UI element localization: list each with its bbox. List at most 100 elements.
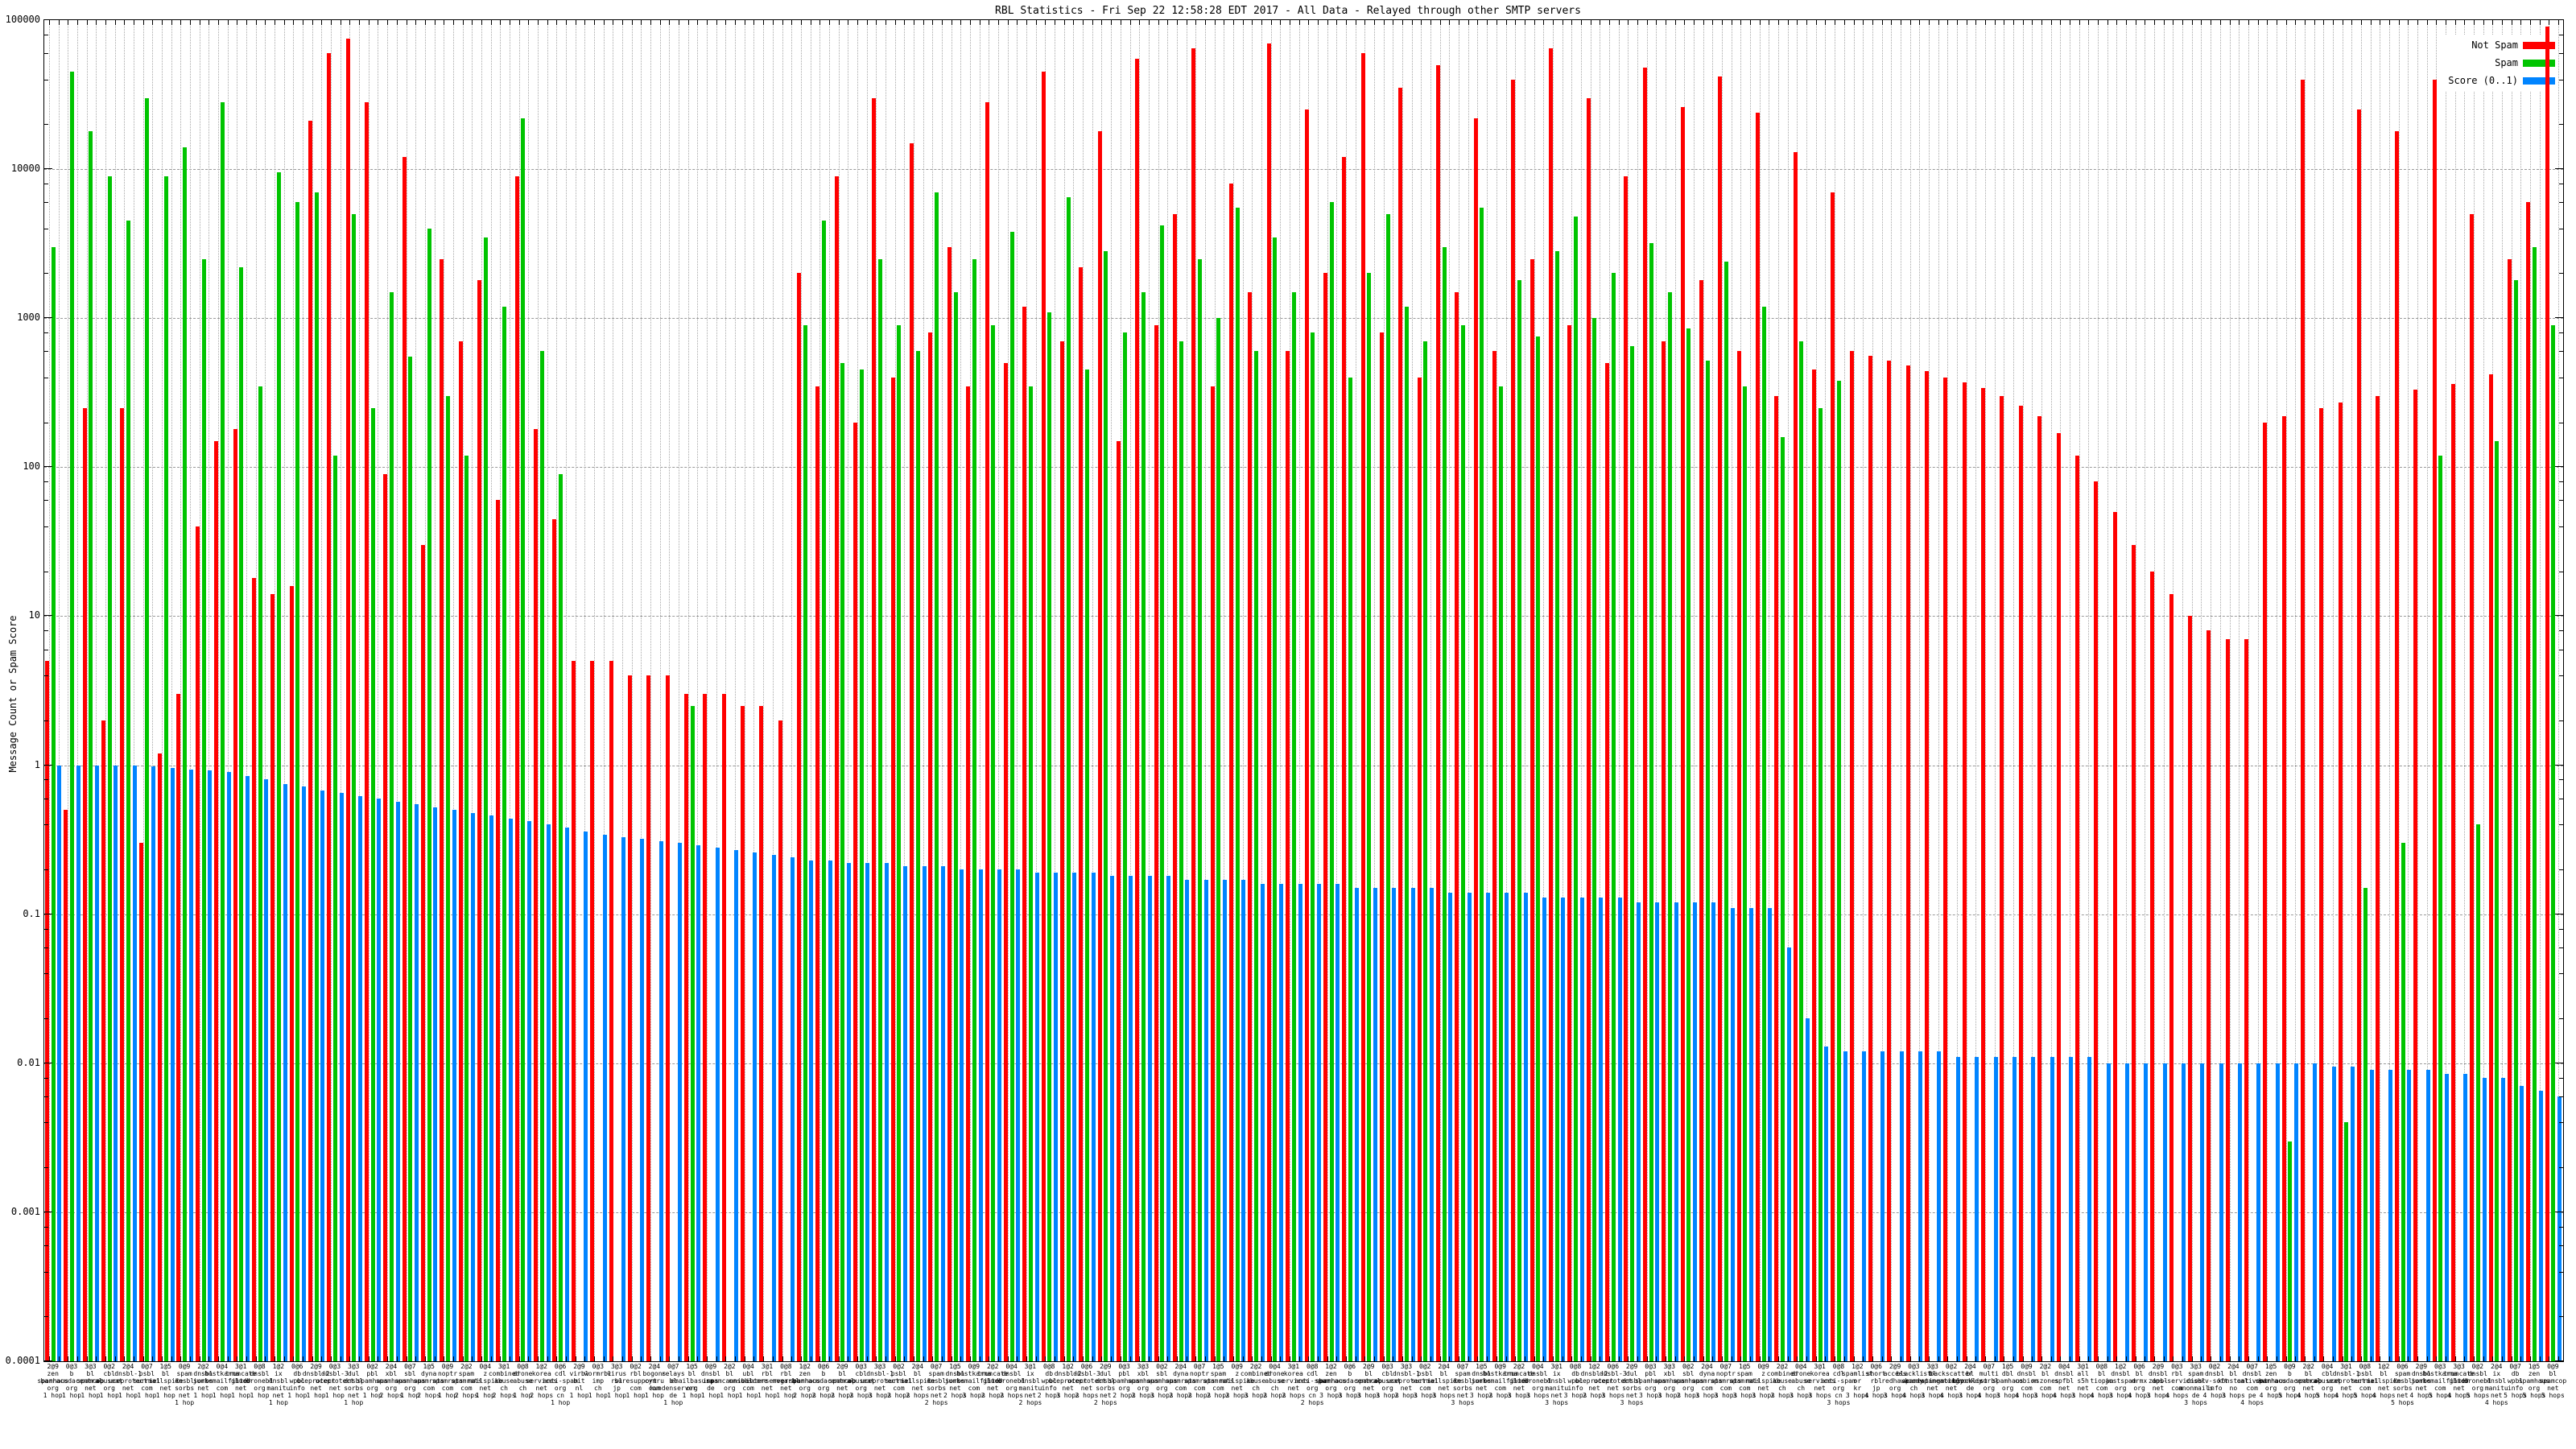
- x-category-label: 2@9 bl spamcop net 3 hops: [1355, 1363, 1383, 1399]
- bar-score: [2313, 1063, 2318, 1361]
- x-category-label: 1@2 korea services net 2 hops: [526, 1363, 558, 1399]
- x-tick: [1534, 20, 1535, 25]
- bar-spam: [1649, 242, 1653, 1361]
- gridline-vertical: [1608, 20, 1610, 1361]
- x-tick: [2370, 20, 2372, 25]
- x-category-label: 0@6 db wpbl info 1 hop: [287, 1363, 308, 1399]
- x-tick: [1956, 1356, 1958, 1361]
- bar-score: [1975, 1057, 1979, 1361]
- gridline-vertical: [800, 20, 802, 1361]
- bar-score: [170, 767, 175, 1361]
- x-tick: [687, 20, 689, 25]
- gridline-vertical: [1806, 20, 1808, 1361]
- x-tick: [1148, 20, 1150, 25]
- bar-score: [76, 765, 80, 1361]
- x-tick: [1740, 20, 1742, 25]
- x-tick: [2389, 20, 2390, 25]
- bar-spam: [314, 192, 319, 1361]
- x-category-label: 1@2 dnsbl justspam org 3 hops: [2104, 1363, 2136, 1399]
- x-category-label: 2@4 xbl spamhaus org 2 hops: [375, 1363, 407, 1399]
- gridline-vertical: [1204, 20, 1206, 1361]
- bar-not-spam: [1962, 382, 1967, 1361]
- bar-not-spam: [1360, 53, 1365, 1361]
- bar-score: [1542, 897, 1547, 1361]
- bar-score: [2200, 1063, 2205, 1361]
- bar-score: [2425, 1070, 2430, 1361]
- x-tick: [923, 20, 924, 25]
- y-major-tick: [44, 466, 52, 468]
- bar-spam: [1761, 306, 1766, 1361]
- y-minor-tick: [2559, 53, 2563, 55]
- x-category-label: 0@7 spam dnsbl sorbs net 3 hops: [1451, 1363, 1475, 1406]
- x-category-label: 2@4 ix dnsbl manitu net 4 hops: [2484, 1363, 2508, 1406]
- x-tick: [2483, 20, 2484, 25]
- x-tick: [265, 1356, 266, 1361]
- bar-spam: [1799, 341, 1804, 1361]
- x-tick: [1167, 1356, 1169, 1361]
- bar-spam: [201, 258, 206, 1361]
- y-minor-tick: [2559, 1096, 2563, 1097]
- bar-not-spam: [1022, 306, 1027, 1361]
- bar-not-spam: [421, 545, 425, 1361]
- x-tick: [1815, 1356, 1817, 1361]
- bar-not-spam: [2150, 571, 2155, 1361]
- gridline-vertical: [415, 20, 417, 1361]
- bar-spam: [145, 97, 150, 1361]
- gridline-vertical: [1214, 20, 1216, 1361]
- y-minor-tick: [2559, 1316, 2563, 1318]
- gridline-vertical: [2285, 20, 2287, 1361]
- x-tick: [1618, 20, 1620, 25]
- bar-spam: [1686, 328, 1691, 1361]
- x-tick: [312, 1356, 313, 1361]
- x-tick: [396, 20, 398, 25]
- x-tick: [1956, 20, 1958, 25]
- x-tick: [1656, 20, 1657, 25]
- gridline-horizontal: [44, 467, 2563, 469]
- bar-not-spam: [1774, 396, 1779, 1361]
- x-tick: [1759, 20, 1761, 25]
- gridline-vertical: [434, 20, 436, 1361]
- x-tick: [819, 20, 821, 25]
- x-tick: [791, 1356, 793, 1361]
- x-tick: [2088, 20, 2090, 25]
- bar-score: [1147, 876, 1152, 1361]
- bar-score: [57, 765, 62, 1361]
- x-tick: [1863, 1356, 1864, 1361]
- bar-score: [452, 810, 456, 1361]
- x-category-label: 0@3 blacklist woody ch 4 hops: [1896, 1363, 1932, 1399]
- x-tick: [1608, 20, 1610, 25]
- gridline-vertical: [1007, 20, 1009, 1361]
- y-minor-tick: [2559, 1271, 2563, 1273]
- x-category-label: 3@1 korea services net 2 hops: [1278, 1363, 1310, 1399]
- x-tick: [171, 1356, 172, 1361]
- bar-spam: [1498, 386, 1503, 1361]
- gridline-vertical: [1956, 20, 1958, 1361]
- bar-score: [433, 807, 438, 1361]
- bar-score: [395, 801, 400, 1361]
- bar-not-spam: [1605, 362, 1610, 1361]
- x-tick: [1853, 20, 1855, 25]
- gridline-vertical: [2323, 20, 2325, 1361]
- gridline-vertical: [1402, 20, 1404, 1361]
- x-tick: [594, 1356, 595, 1361]
- gridline-vertical: [500, 20, 502, 1361]
- x-tick: [2248, 20, 2249, 25]
- gridline-vertical: [396, 20, 398, 1361]
- x-tick: [2013, 1356, 2014, 1361]
- bar-spam: [163, 175, 168, 1361]
- bar-not-spam: [308, 121, 312, 1361]
- x-tick: [1778, 20, 1780, 25]
- legend: Not Spam Spam Score (0..1): [2445, 35, 2558, 91]
- x-tick: [1919, 1356, 1921, 1361]
- x-tick: [603, 1356, 605, 1361]
- x-tick: [283, 1356, 285, 1361]
- x-tick: [2116, 20, 2118, 25]
- x-tick: [1909, 20, 1911, 25]
- x-tick: [2219, 1356, 2221, 1361]
- x-tick: [876, 1356, 877, 1361]
- bar-score: [2538, 1091, 2543, 1361]
- x-category-label: 3@3 dnsbl-1 uceprotect net 3 hops: [861, 1363, 900, 1399]
- bar-score: [997, 869, 1001, 1361]
- y-major-tick: [44, 19, 52, 20]
- bar-not-spam: [251, 578, 256, 1361]
